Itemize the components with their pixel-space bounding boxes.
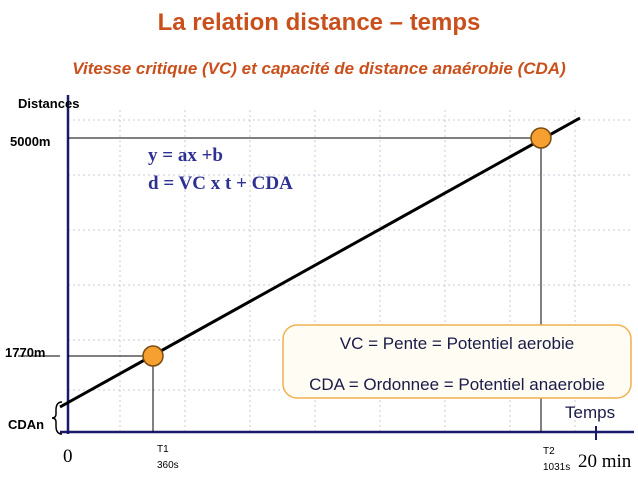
equation: y = ax +b [148,145,223,166]
x-label: Temps [565,403,615,422]
y-mark: 1770m [5,345,45,360]
x-origin: 0 [63,446,73,467]
brace [51,401,63,435]
x-end: 20 min [578,451,632,472]
equation: d = VC x t + CDA [148,173,293,194]
info-box [282,324,632,399]
point [530,127,552,149]
x-mark-time: 360s [157,460,179,471]
x-mark: T1 [157,444,169,455]
title: La relation distance – temps [158,9,481,36]
point [142,345,164,367]
y-mark: CDAn [8,417,44,432]
subtitle: Vitesse critique (VC) et capacité de dis… [72,59,566,78]
x-mark-time: 1031s [543,462,570,473]
box-text: CDA = Ordonnee = Potentiel anaerobie [309,375,605,394]
y-mark: 5000m [10,134,50,149]
x-mark: T2 [543,446,555,457]
box-text: VC = Pente = Potentiel aerobie [340,334,574,353]
y-label: Distances [18,96,79,111]
